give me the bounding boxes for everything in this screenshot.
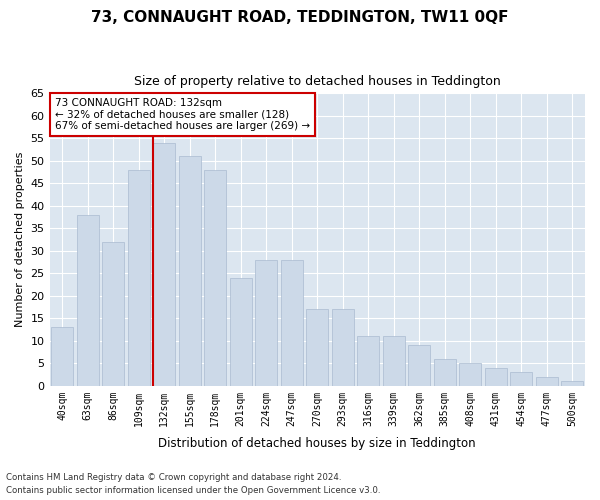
Bar [52, 328, 73, 386]
Bar [205, 170, 226, 386]
Bar [383, 336, 404, 386]
Bar [281, 260, 302, 386]
Text: 73, CONNAUGHT ROAD, TEDDINGTON, TW11 0QF: 73, CONNAUGHT ROAD, TEDDINGTON, TW11 0QF [91, 10, 509, 25]
X-axis label: Distribution of detached houses by size in Teddington: Distribution of detached houses by size … [158, 437, 476, 450]
Bar [485, 368, 506, 386]
Bar [358, 336, 379, 386]
Bar [409, 346, 430, 386]
Y-axis label: Number of detached properties: Number of detached properties [15, 152, 25, 327]
Bar [332, 310, 353, 386]
Text: Contains HM Land Registry data © Crown copyright and database right 2024.
Contai: Contains HM Land Registry data © Crown c… [6, 474, 380, 495]
Bar [511, 372, 532, 386]
Text: 73 CONNAUGHT ROAD: 132sqm
← 32% of detached houses are smaller (128)
67% of semi: 73 CONNAUGHT ROAD: 132sqm ← 32% of detac… [55, 98, 310, 131]
Bar [536, 377, 557, 386]
Bar [179, 156, 200, 386]
Bar [562, 382, 583, 386]
Bar [128, 170, 149, 386]
Bar [256, 260, 277, 386]
Bar [434, 359, 455, 386]
Bar [103, 242, 124, 386]
Title: Size of property relative to detached houses in Teddington: Size of property relative to detached ho… [134, 75, 500, 88]
Bar [154, 143, 175, 386]
Bar [230, 278, 251, 386]
Bar [77, 215, 98, 386]
Bar [460, 364, 481, 386]
Bar [307, 310, 328, 386]
